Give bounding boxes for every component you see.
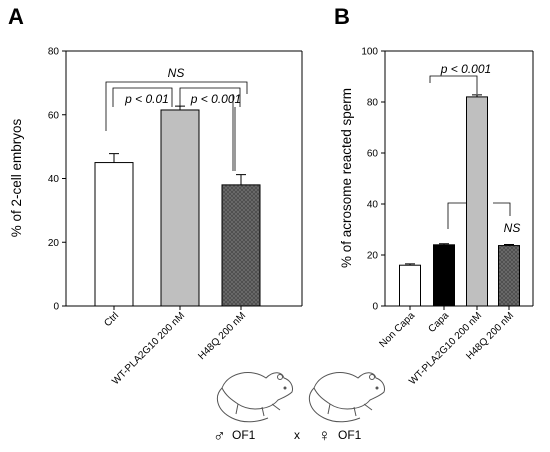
- panel-a-letter: A: [8, 4, 24, 29]
- panel-a-bracket-ns: [105, 81, 248, 94]
- panel-a-bracket-p001: [112, 87, 173, 107]
- bar: [433, 244, 455, 307]
- x-tick-label: Capa: [426, 310, 451, 335]
- y-tick-label: 20: [367, 251, 379, 262]
- mouse-male-icon: [216, 372, 293, 423]
- x-tick-label: H48Q 200 nM: [196, 310, 248, 362]
- x-tick-label: Non Capa: [378, 310, 418, 350]
- y-tick-label: 20: [48, 238, 60, 249]
- panel-a-annot-p001: p < 0.01: [124, 92, 169, 106]
- male-symbol: ♂: [213, 426, 226, 445]
- panel-b-letter: B: [334, 4, 350, 29]
- panel-a-bracket-p0001: [179, 87, 241, 107]
- panel-b-y-axis: 0 20 40 60 80 100: [361, 47, 386, 313]
- panel-b-y-label: % of acrosome reacted sperm: [339, 88, 354, 268]
- panel-b-bracket-ns: [493, 202, 511, 216]
- error-bar: [439, 243, 449, 245]
- panel-a-annot-ns: NS: [168, 66, 185, 80]
- bar: [399, 264, 421, 307]
- panel-a-leader-lines: [105, 94, 236, 171]
- error-bar: [472, 94, 482, 97]
- panel-b-annot-p0001: p < 0.001: [440, 62, 491, 76]
- mouse-female-icon: [308, 372, 385, 423]
- error-bar: [504, 244, 514, 246]
- y-tick-label: 60: [48, 110, 60, 121]
- panel-a-y-label: % of 2-cell embryos: [9, 118, 24, 237]
- y-tick-label: 0: [372, 302, 378, 313]
- x-tick-label: WT-PLA2G10 200 nM: [110, 310, 187, 387]
- cross-times: x: [294, 428, 300, 442]
- panel-a-annot-p0001: p < 0.001: [190, 92, 241, 106]
- y-tick-label: 80: [367, 98, 379, 109]
- error-bar: [109, 153, 119, 163]
- bar: [160, 109, 200, 307]
- bar: [221, 184, 261, 307]
- male-strain-label: OF1: [232, 428, 256, 442]
- y-tick-label: 60: [367, 149, 379, 160]
- female-symbol: ♀: [318, 426, 331, 445]
- y-tick-label: 40: [48, 174, 60, 185]
- bar: [466, 96, 488, 307]
- panel-a-y-axis: 0 20 40 60 80: [48, 47, 67, 313]
- y-tick-label: 80: [48, 47, 60, 58]
- female-strain-label: OF1: [338, 428, 362, 442]
- x-tick-label: Ctrl: [102, 310, 121, 329]
- bar: [94, 162, 134, 307]
- bar: [498, 245, 520, 307]
- panel-b-annot-ns: NS: [504, 221, 521, 235]
- y-tick-label: 100: [361, 47, 378, 58]
- error-bar: [405, 263, 415, 266]
- panel-b-bracket-p0001: [429, 75, 478, 229]
- error-bar: [236, 174, 246, 185]
- y-tick-label: 0: [53, 302, 59, 313]
- y-tick-label: 40: [367, 200, 379, 211]
- panel-a: A 0 20 40 60 80 % of 2-cell embryos CtrlWT-P…: [8, 4, 303, 387]
- panel-b: B 0 20 40 60 80 100 % of acrosome reacted spe…: [334, 4, 534, 387]
